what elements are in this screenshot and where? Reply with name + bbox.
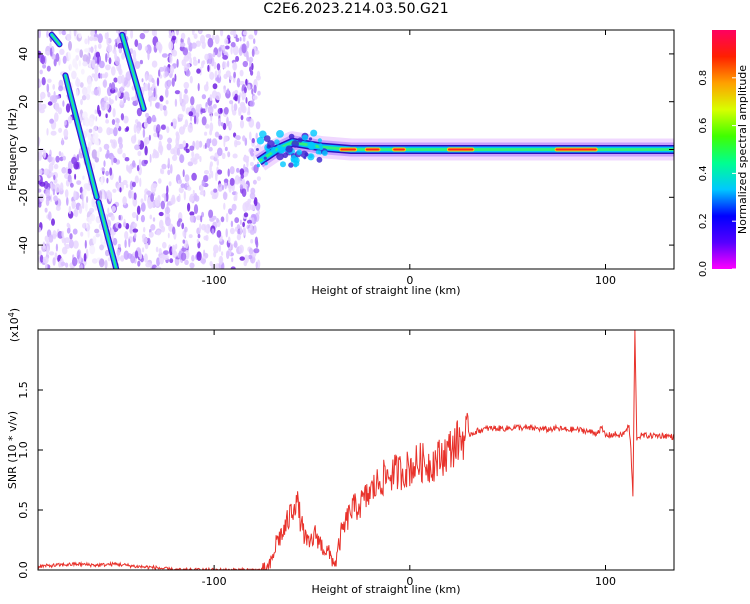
- spectrogram-panel: -100 0 100 -40 -20 0 20 40 Height of straight li…: [6, 29, 675, 297]
- spectrogram-y-tick-label: 40: [17, 47, 30, 61]
- snr-y-label: SNR (10 * v/v): [6, 411, 19, 489]
- spectrogram-streak: [62, 72, 100, 201]
- colorbar-tick-label: 0.6: [698, 118, 709, 134]
- colorbar-tick-label: 0.4: [698, 165, 709, 181]
- snr-x-tick-label: 0: [406, 575, 413, 588]
- colorbar: 0.0 0.2 0.4 0.6 0.8 Normalized spectral ampli…: [698, 30, 749, 277]
- snr-panel: -100 0 100 0.0 0.5 1.0 1.5 Height of straight l…: [6, 308, 675, 596]
- colorbar-gradient: [712, 30, 736, 269]
- spectrogram-x-label: Height of straight line (km): [311, 284, 460, 297]
- spectrogram-x-tick-label: 0: [406, 274, 413, 287]
- spectrogram-noise: [38, 30, 261, 269]
- snr-multiplier: (x104): [7, 308, 21, 342]
- spectrogram-x-tick-label: -100: [202, 274, 227, 287]
- spectrogram-x-tick-label: 100: [595, 274, 616, 287]
- colorbar-tick-label: 0.8: [698, 70, 709, 86]
- spectrogram-y-label: Frequency (Hz): [6, 108, 19, 191]
- snr-y-tick-label: 0.5: [17, 501, 30, 519]
- spectrogram-ridge: [252, 129, 674, 171]
- snr-y-tick-label: 0.0: [17, 561, 30, 579]
- spectrogram-plot-area: [38, 30, 674, 269]
- snr-y-tick-label: 1.5: [17, 381, 30, 399]
- spectrogram-streak: [119, 31, 147, 112]
- snr-x-label: Height of straight line (km): [311, 583, 460, 596]
- spectrogram-streak: [95, 199, 120, 269]
- spectrogram-y-tick-label: 0: [17, 146, 30, 153]
- snr-series-line: [38, 330, 674, 570]
- figure-title: C2E6.2023.214.03.50.G21: [263, 1, 449, 17]
- colorbar-tick-label: 0.0: [698, 261, 709, 277]
- snr-y-tick-label: 1.0: [17, 441, 30, 459]
- colorbar-label: Normalized spectral amplitude: [736, 65, 749, 234]
- spectrogram-y-tick-label: -40: [17, 236, 30, 254]
- snr-frame: [37, 329, 675, 571]
- spectrogram-streak: [48, 31, 63, 48]
- snr-x-tick-label: 100: [595, 575, 616, 588]
- spectrogram-y-tick-label: 20: [17, 95, 30, 109]
- snr-x-tick-label: -100: [202, 575, 227, 588]
- spectrogram-y-tick-label: -20: [17, 188, 30, 206]
- colorbar-tick-label: 0.2: [698, 213, 709, 229]
